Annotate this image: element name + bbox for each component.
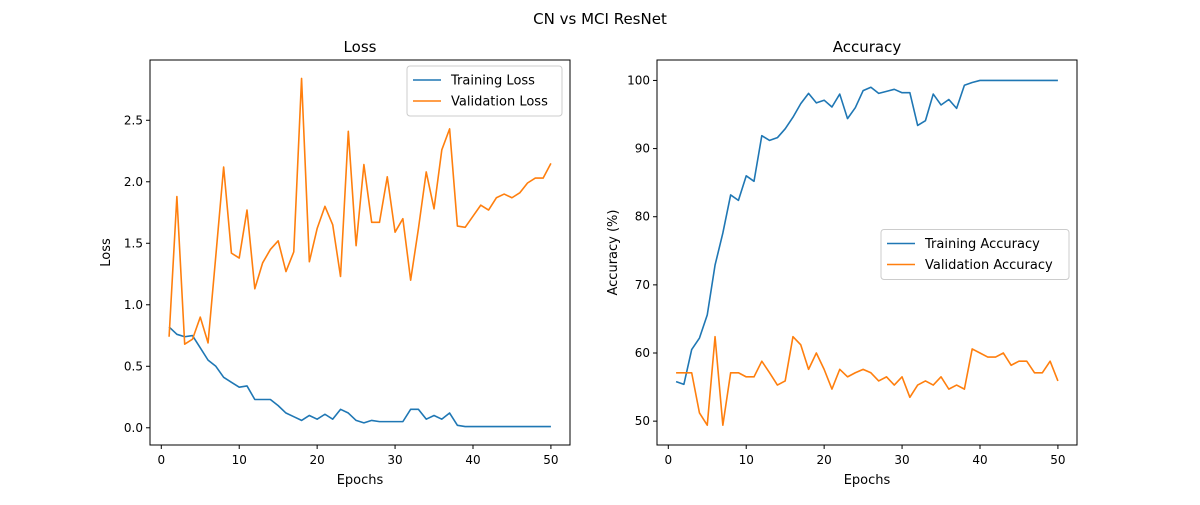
accuracy-axes-frame (656, 59, 1078, 446)
accuracy-x-tick-label: 10 (739, 453, 754, 467)
loss-y-tick-label: 1.5 (124, 236, 143, 250)
accuracy-y-tick-label: 60 (635, 346, 650, 360)
loss-y-tick-label: 1.0 (124, 298, 143, 312)
accuracy-legend-label: Training Accuracy (924, 237, 1040, 252)
loss-y-tick-label: 0.5 (124, 359, 143, 373)
loss-axes-frame (149, 59, 571, 446)
accuracy-x-tick-label: 40 (972, 453, 987, 467)
loss-legend-label: Training Loss (450, 74, 535, 89)
accuracy-y-tick-label: 70 (635, 278, 650, 292)
loss-x-tick-label: 20 (310, 453, 325, 467)
accuracy-legend-label: Validation Accuracy (925, 258, 1053, 273)
loss-x-tick-label: 30 (387, 453, 402, 467)
accuracy-x-tick-label: 0 (664, 453, 672, 467)
accuracy-panel: Accuracy Epochs Accuracy (%) 0 10 20 30 40 50… (606, 38, 1078, 488)
accuracy-legend: Training Accuracy Validation Accuracy (880, 229, 1070, 280)
accuracy-x-tick-label: 50 (1050, 453, 1065, 467)
accuracy-y-tick-label: 90 (635, 142, 650, 156)
loss-x-tick-label: 50 (543, 453, 558, 467)
loss-y-axis-label: Loss (99, 238, 114, 267)
loss-x-tick-label: 0 (157, 453, 165, 467)
accuracy-y-axis-label: Accuracy (%) (606, 210, 621, 296)
loss-y-tick-label: 2.0 (124, 175, 143, 189)
accuracy-panel-title: Accuracy (833, 38, 902, 56)
loss-y-tick-label: 2.5 (124, 113, 143, 127)
loss-panel: Loss Epochs Loss 0 10 20 30 40 50 0.0 0.5 1.0 1.5… (99, 38, 571, 488)
figure-suptitle: CN vs MCI ResNet (533, 10, 667, 28)
loss-legend: Training Loss Validation Loss (406, 65, 563, 117)
accuracy-y-tick-label: 80 (635, 210, 650, 224)
accuracy-x-tick-label: 20 (817, 453, 832, 467)
loss-legend-label: Validation Loss (451, 95, 548, 110)
loss-x-tick-label: 10 (232, 453, 247, 467)
accuracy-x-tick-label: 30 (894, 453, 909, 467)
accuracy-legend-box (880, 229, 1070, 280)
accuracy-series-line-validation (676, 335, 1059, 427)
loss-legend-box (406, 65, 563, 117)
loss-y-tick-label: 0.0 (124, 421, 143, 435)
accuracy-y-tick-label: 100 (627, 73, 650, 87)
loss-series-line-training (168, 326, 551, 428)
accuracy-series-line-training (675, 79, 1058, 386)
loss-x-axis-label: Epochs (337, 473, 384, 488)
accuracy-y-tick-label: 50 (635, 414, 650, 428)
loss-series-line-validation (168, 77, 552, 345)
accuracy-x-axis-label: Epochs (844, 473, 891, 488)
loss-x-tick-label: 40 (465, 453, 480, 467)
loss-panel-title: Loss (344, 38, 377, 56)
